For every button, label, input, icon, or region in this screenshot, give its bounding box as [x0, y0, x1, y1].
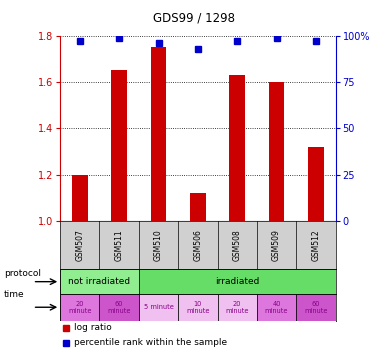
Text: 20
minute: 20 minute: [225, 301, 249, 314]
Bar: [218, 294, 257, 321]
Text: not irradiated: not irradiated: [68, 277, 130, 286]
Text: 5 minute: 5 minute: [144, 304, 173, 310]
Text: time: time: [4, 290, 24, 299]
Bar: [72, 175, 88, 221]
Text: 60
minute: 60 minute: [304, 301, 328, 314]
Text: 60
minute: 60 minute: [107, 301, 131, 314]
Text: percentile rank within the sample: percentile rank within the sample: [74, 338, 227, 347]
Text: irradiated: irradiated: [215, 277, 260, 286]
Bar: [60, 270, 139, 294]
Bar: [296, 294, 336, 321]
Text: GSM512: GSM512: [312, 229, 320, 261]
Bar: [308, 147, 324, 221]
Text: 20
minute: 20 minute: [68, 301, 92, 314]
Bar: [139, 270, 336, 294]
Bar: [229, 75, 245, 221]
Text: GSM507: GSM507: [75, 229, 84, 261]
Bar: [99, 294, 139, 321]
Text: protocol: protocol: [4, 268, 41, 278]
Bar: [139, 294, 178, 321]
Text: GSM510: GSM510: [154, 229, 163, 261]
Text: GSM509: GSM509: [272, 229, 281, 261]
Text: 10
minute: 10 minute: [186, 301, 210, 314]
Bar: [269, 82, 284, 221]
Bar: [60, 294, 99, 321]
Text: 40
minute: 40 minute: [265, 301, 288, 314]
Bar: [178, 294, 218, 321]
Text: GDS99 / 1298: GDS99 / 1298: [153, 12, 235, 25]
Text: GSM511: GSM511: [115, 229, 124, 261]
Text: log ratio: log ratio: [74, 323, 112, 332]
Bar: [257, 294, 296, 321]
Text: GSM508: GSM508: [233, 229, 242, 261]
Text: GSM506: GSM506: [193, 229, 203, 261]
Bar: [190, 193, 206, 221]
Bar: [111, 70, 127, 221]
Bar: [151, 47, 166, 221]
